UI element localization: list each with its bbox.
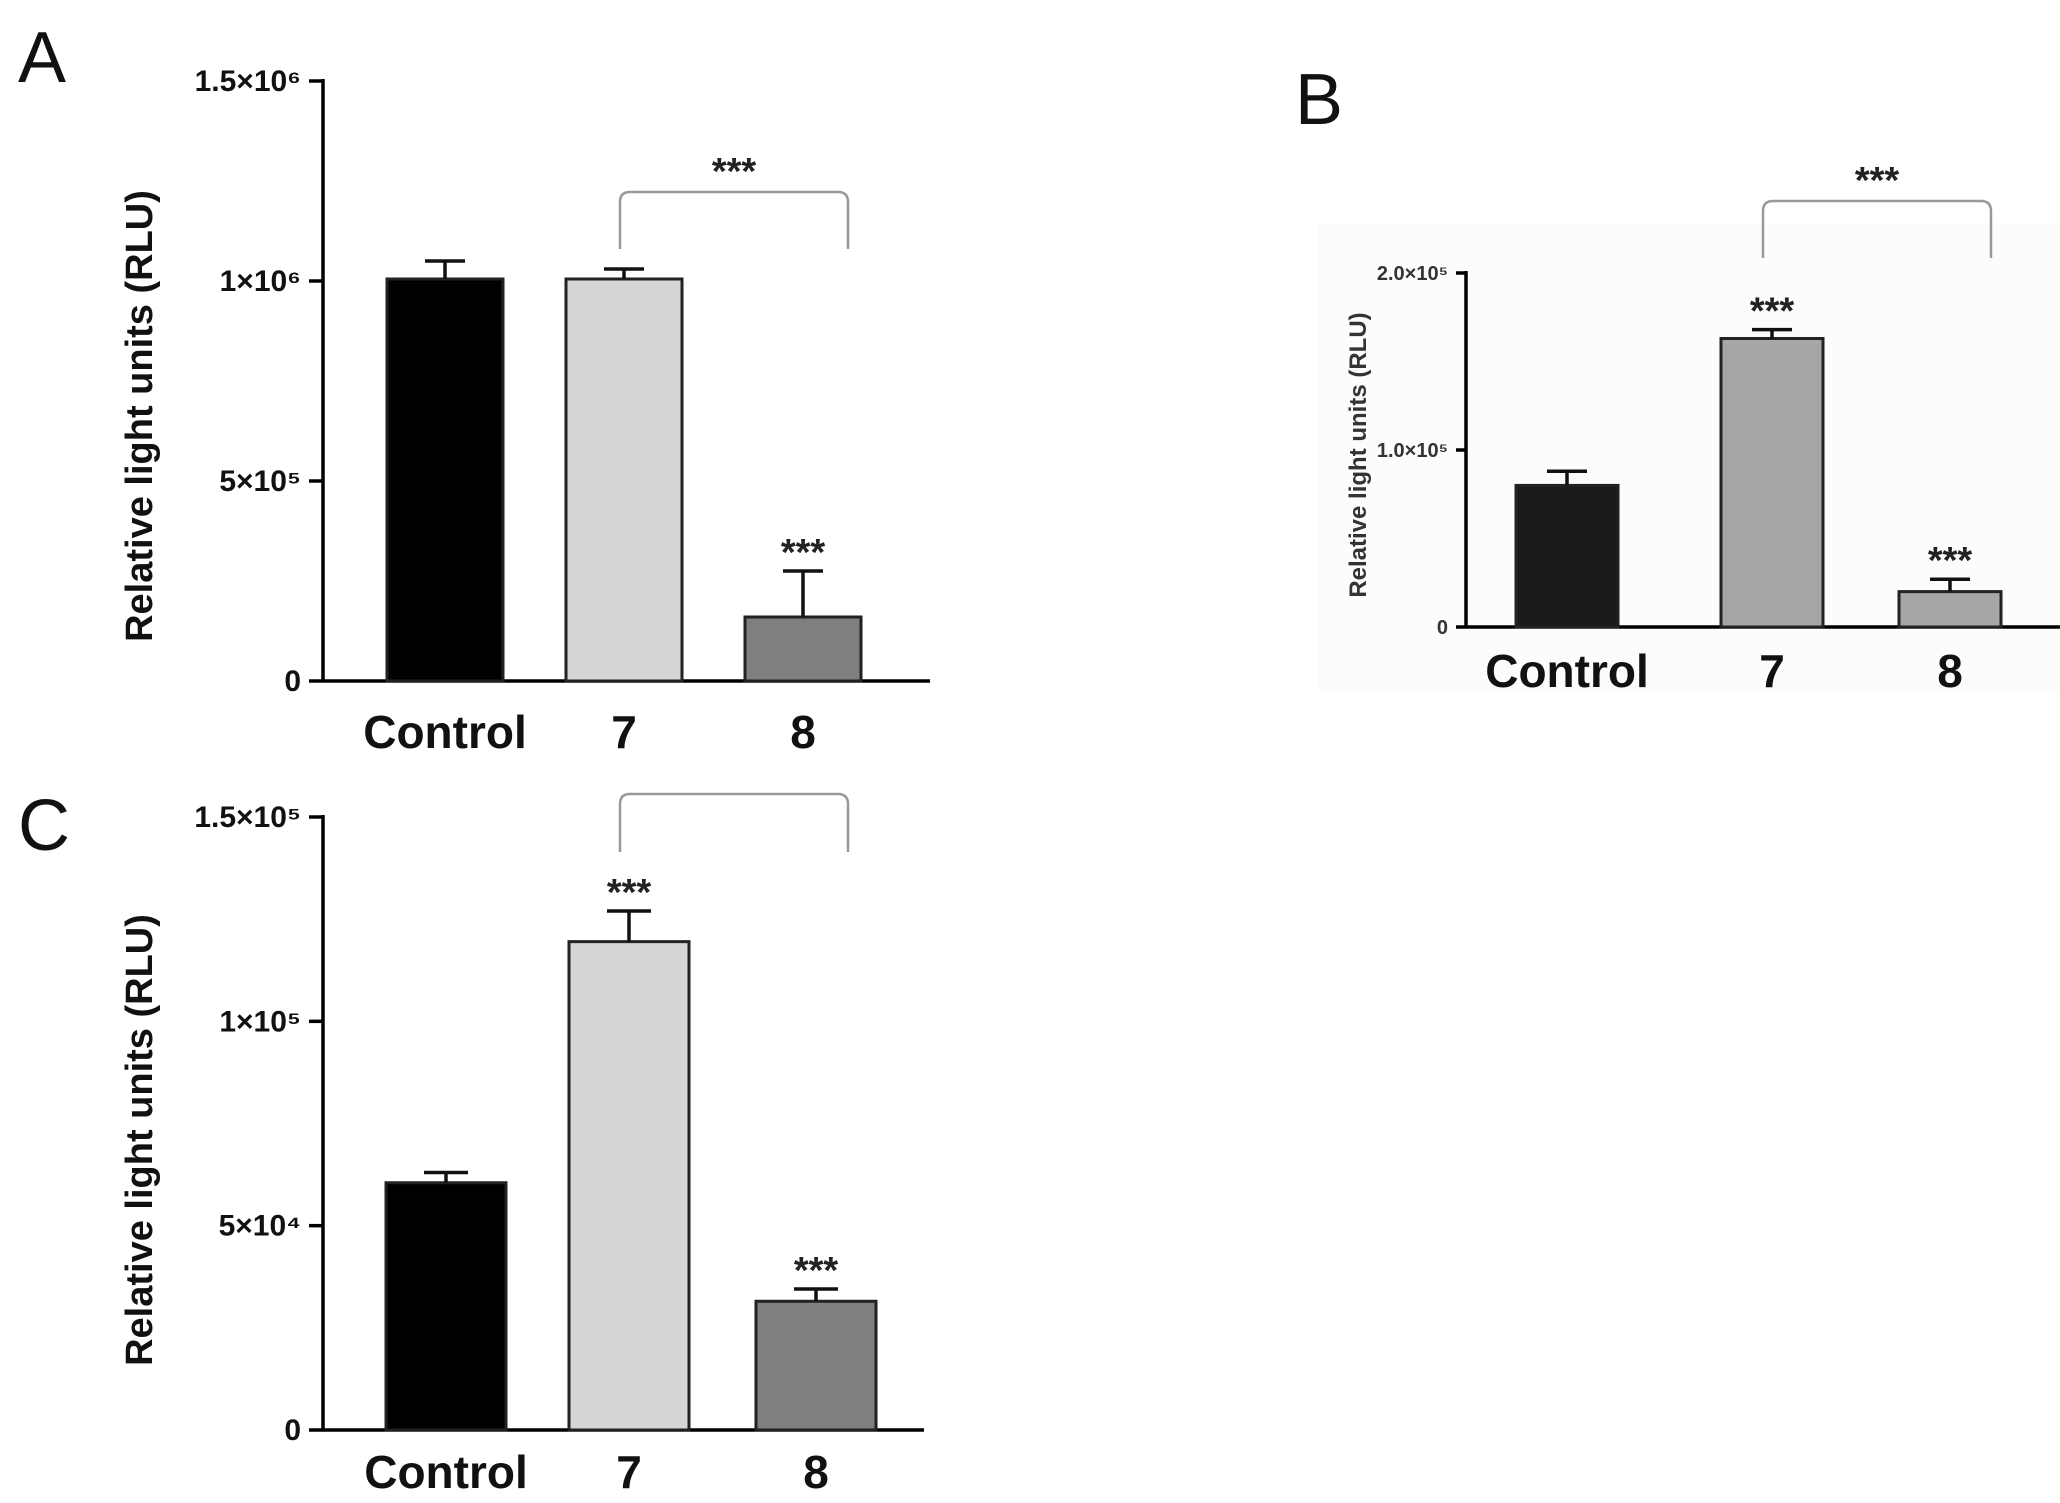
panel-b-bar-8 [1897,590,2003,629]
panel-a-bracket-label: *** [712,151,757,193]
panel-a-bar-control [385,277,505,683]
panel-a-y-tick-label: 0 [284,665,301,698]
panel-c-x-tick-label: 8 [803,1446,829,1498]
panel-a-y-tick-label: 5×10⁵ [219,465,301,498]
panel-b: B Relative light units (RLU) 0 1.0×10⁵ 2.0… [1295,60,2060,697]
panel-c-bar-control [384,1181,508,1432]
panel-a-bar-8 [743,615,863,683]
panel-b-y-tick-label: 1.0×10⁵ [1377,440,1448,462]
panel-a: A Relative light units (RLU) 0 5×10⁵ 1×10⁶… [18,18,930,758]
panel-c-significance-label: *** [794,1250,839,1292]
panel-a-ylabel: Relative light units (RLU) [119,190,161,642]
panel-c-y-tick-label: 1×10⁵ [219,1005,301,1038]
panel-c-comparison-bracket [618,792,850,852]
panel-c-label: C [18,786,70,866]
panel-b-x-tick-label: Control [1485,645,1649,697]
panel-c-y-tick-label: 5×10⁴ [219,1210,301,1243]
panel-c-bar-8 [754,1299,878,1432]
panel-b-label: B [1295,60,1343,140]
panel-b-bar-7 [1719,336,1825,629]
panel-b-y-tick-label: 2.0×10⁵ [1377,263,1448,285]
panel-c-bar-7 [567,940,691,1432]
panel-b-x-tick-label: 7 [1759,645,1785,697]
panel-a-bar-7 [564,277,684,683]
panel-a-label: A [18,18,66,98]
panel-a-x-tick-label: 7 [611,706,637,758]
panel-a-significance-label: *** [781,532,826,574]
panel-c-y-tick-label: 0 [284,1414,301,1447]
panel-a-comparison-bracket [618,190,850,249]
panel-b-y-tick-label: 0 [1437,617,1448,639]
panel-a-y-tick-label: 1.5×10⁶ [195,65,301,98]
panel-c: C Relative light units (RLU) 0 5×10⁴ 1×10⁵… [18,786,924,1498]
panel-c-x-tick-label: 7 [616,1446,642,1498]
panel-a-x-tick-label: Control [363,706,527,758]
panel-c-ylabel: Relative light units (RLU) [119,914,161,1366]
panel-b-ylabel: Relative light units (RLU) [1345,312,1372,597]
panel-b-bar-control [1514,483,1620,629]
panel-b-bracket-label: *** [1855,160,1900,202]
panel-b-significance-label: *** [1750,291,1795,333]
panel-c-y-tick-label: 1.5×10⁵ [194,801,301,834]
panel-b-x-tick-label: 8 [1937,645,1963,697]
panel-b-comparison-bracket [1761,199,1993,258]
panel-b-significance-label: *** [1928,540,1973,582]
panel-a-x-tick-label: 8 [790,706,816,758]
panel-c-significance-label: *** [607,872,652,914]
panel-a-y-tick-label: 1×10⁶ [220,265,301,298]
panel-c-x-tick-label: Control [364,1446,528,1498]
